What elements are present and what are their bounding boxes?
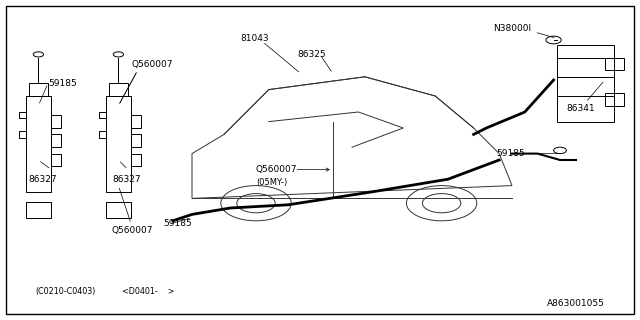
Text: Q560007: Q560007 — [131, 60, 173, 68]
Bar — [51, 115, 61, 128]
Bar — [99, 131, 106, 138]
Text: 59185: 59185 — [496, 149, 525, 158]
Text: 59185: 59185 — [163, 220, 192, 228]
Bar — [106, 202, 131, 218]
Text: (C0210-C0403): (C0210-C0403) — [35, 287, 95, 296]
Bar — [131, 134, 141, 147]
Bar — [557, 45, 614, 122]
Text: 59185: 59185 — [48, 79, 77, 88]
Text: 86341: 86341 — [566, 104, 595, 113]
Bar — [19, 131, 26, 138]
Text: Q560007: Q560007 — [256, 165, 298, 174]
Text: 86327: 86327 — [29, 175, 58, 184]
Text: Q560007: Q560007 — [112, 226, 154, 235]
Text: <D0401-    >: <D0401- > — [122, 287, 174, 296]
Text: 86325: 86325 — [298, 50, 326, 59]
Bar — [131, 154, 141, 166]
Bar — [19, 112, 26, 118]
Bar — [26, 202, 51, 218]
Bar — [131, 115, 141, 128]
Text: A863001055: A863001055 — [547, 300, 605, 308]
Text: (05MY-): (05MY-) — [256, 178, 287, 187]
Bar — [51, 134, 61, 147]
Bar — [29, 83, 48, 96]
Bar — [605, 93, 624, 106]
Text: 86327: 86327 — [112, 175, 141, 184]
Bar — [51, 154, 61, 166]
Bar — [106, 96, 131, 192]
Bar — [605, 58, 624, 70]
Bar — [109, 83, 128, 96]
Text: N38000I: N38000I — [493, 24, 531, 33]
Bar — [26, 96, 51, 192]
Text: 81043: 81043 — [240, 34, 269, 43]
Bar — [99, 112, 106, 118]
